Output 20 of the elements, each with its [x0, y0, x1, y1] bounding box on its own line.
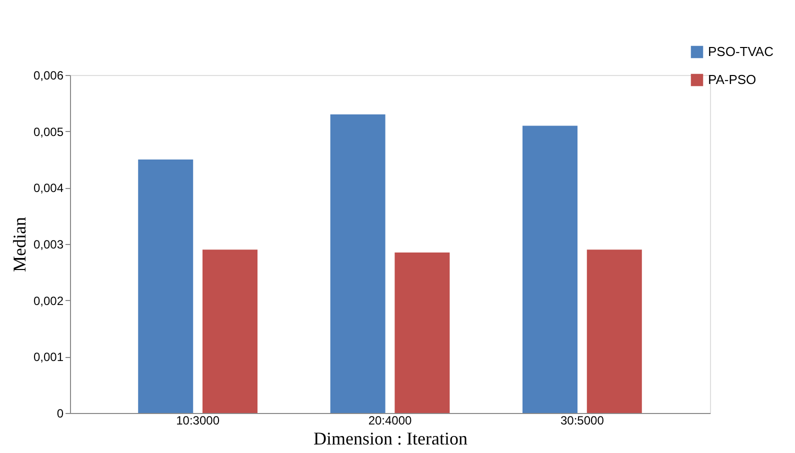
legend-label: PSO-TVAC [708, 44, 774, 59]
x-tick-label: 10:3000 [176, 414, 220, 428]
x-axis-title: Dimension : Iteration [314, 428, 468, 448]
y-tick-label: 0,003 [33, 238, 64, 252]
bar [138, 160, 194, 413]
y-tick-label: 0 [56, 406, 64, 420]
y-tick-label: 0,004 [33, 181, 64, 196]
legend-label: PA-PSO [708, 72, 756, 87]
bar [330, 114, 386, 413]
y-tick-label: 0,006 [33, 68, 64, 82]
bar [522, 126, 578, 413]
x-tick-label: 30:5000 [560, 414, 604, 428]
bar [586, 250, 642, 413]
y-tick-label: 0,005 [33, 124, 64, 139]
bar [202, 250, 258, 413]
y-axis-title: Median [9, 217, 30, 272]
y-tick-label: 0,001 [33, 350, 64, 364]
x-tick-label: 20:4000 [368, 414, 412, 428]
y-tick-label: 0,002 [33, 294, 64, 308]
bar [394, 252, 450, 413]
